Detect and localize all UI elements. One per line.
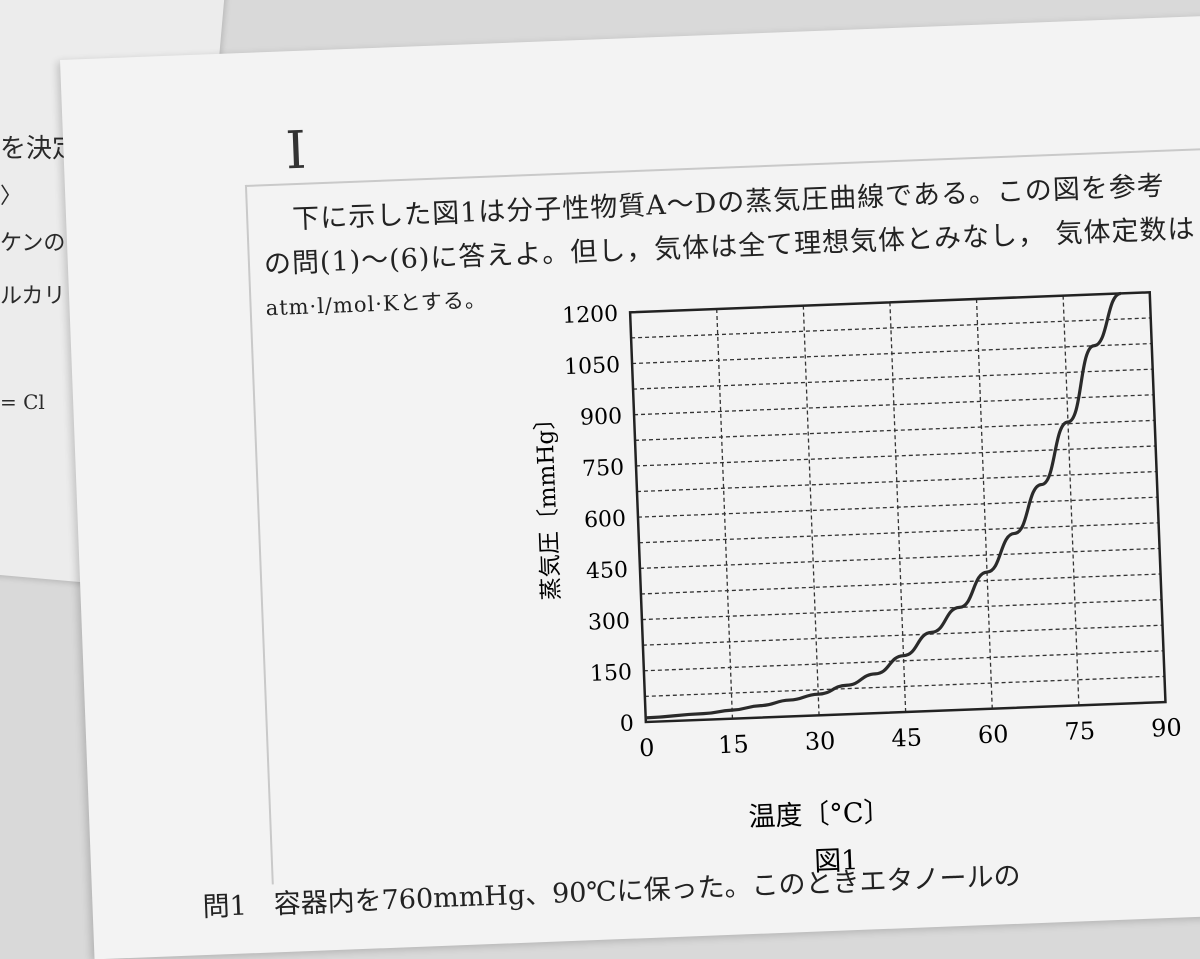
y-tick-label: 150 [589,660,632,687]
document-page: I 下に示した図1は分子性物質A～Dの蒸気圧曲線である。この図を参考 の問(1)… [60,13,1200,959]
paragraph-line-1-tail: 気体定数は [1054,213,1197,250]
grid-line-horizontal [639,547,1160,570]
back-sheet-text-4: ルカリ [0,284,66,309]
x-tick-label: 30 [804,727,836,756]
tick-layer: 0 150 300 450 600 750 900 1050 1200 0 15 30 45 60 75 90 [562,302,1183,763]
x-tick-label: 45 [891,723,923,752]
x-tick-label: 75 [1064,717,1096,746]
back-sheet-text-2: 〉 [0,184,23,209]
y-tick-label: 300 [588,609,631,636]
grid-line-horizontal [633,368,1153,390]
grid-line-horizontal [644,675,1165,698]
grid-line-horizontal [635,445,1156,467]
y-tick-label: 450 [586,558,629,585]
grid-line-horizontal [641,598,1162,621]
y-tick-label: 1200 [562,302,619,329]
x-tick-label: 60 [977,720,1009,749]
y-tick-label: 0 [619,711,634,737]
question-1-text: 問1 容器内を760mmHg、90℃に保った。このときエタノールの [202,860,1022,924]
y-tick-label: 1050 [564,353,621,380]
frame-left-line [244,184,274,885]
plot-frame [628,291,1167,724]
back-sheet-text-3: ケンの [0,231,66,256]
grid-line-horizontal [638,522,1159,544]
y-axis-label: 蒸気圧〔mmHg〕 [532,406,565,600]
section-mark: I [284,120,308,182]
y-tick-label: 600 [584,507,627,534]
grid-line-vertical [975,298,993,709]
x-tick-label: 90 [1151,713,1183,742]
grid-line-horizontal [631,317,1151,339]
grid-line-vertical [802,305,820,716]
y-tick-label: 750 [582,455,625,482]
x-tick-label: 15 [718,730,750,759]
grid-line-horizontal [642,624,1163,646]
grid-line-vertical [1062,295,1080,706]
grid-line-vertical [716,308,734,719]
vapor-pressure-curve [645,291,1122,720]
y-tick-label: 900 [580,404,623,431]
grid-line-vertical [889,302,907,713]
vapor-pressure-chart: 蒸気圧〔mmHg〕 温度〔°C〕 図1 01503004506007509001… [532,291,1183,878]
back-sheet-text-5: = Cl [0,390,45,414]
grid-line-horizontal [634,394,1154,416]
x-axis-label: 温度〔°C〕 [748,797,891,833]
grid-layer [631,295,1165,719]
x-tick-label: 0 [639,734,655,763]
chart-title: 図1 [814,845,859,878]
grid-line-horizontal [636,470,1157,493]
